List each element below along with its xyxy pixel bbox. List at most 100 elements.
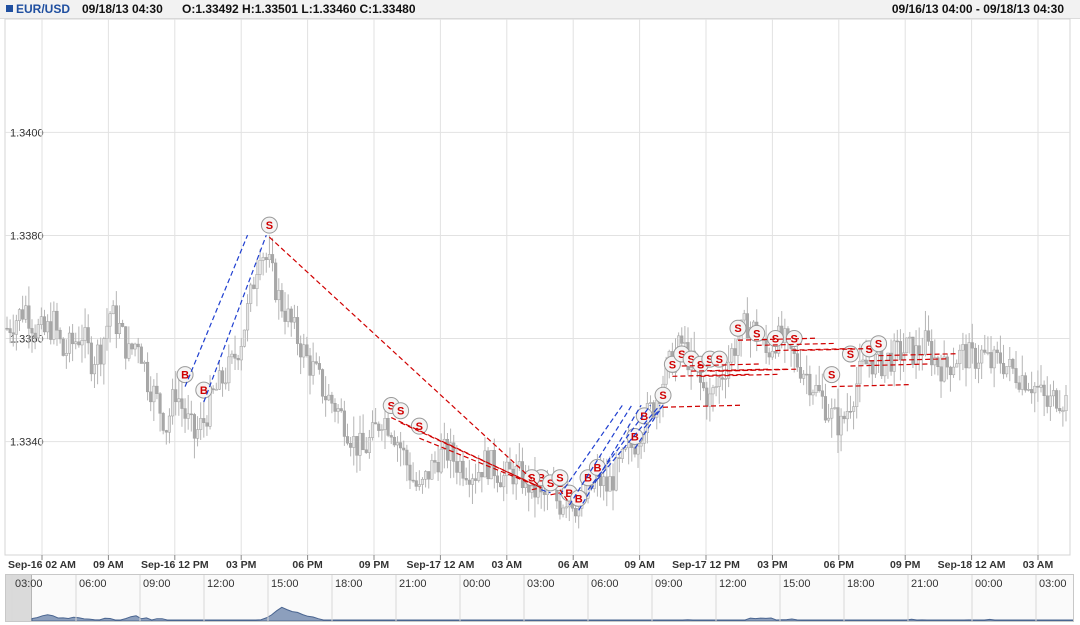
candle-body <box>427 471 431 480</box>
candle-body <box>39 316 43 325</box>
candle-body <box>414 480 418 487</box>
buy-marker-label: B <box>584 473 592 485</box>
candle-body <box>77 341 81 346</box>
candle-body <box>99 344 103 365</box>
candle-body <box>926 330 931 342</box>
candle-body <box>1061 410 1065 413</box>
candle-body <box>602 476 606 486</box>
candle-body <box>499 482 503 488</box>
candle-body <box>355 436 359 456</box>
candle-body <box>92 364 97 375</box>
sell-marker-label: S <box>388 401 395 413</box>
time-tick-label: 06 AM <box>558 559 589 571</box>
candle-body <box>130 343 134 350</box>
candle-body <box>905 337 909 354</box>
candle-body <box>442 438 446 450</box>
sell-trade-line <box>794 347 873 352</box>
candle-body <box>792 348 796 354</box>
navigator-tick-label: 03:00 <box>15 578 43 590</box>
candle-body <box>1058 408 1062 412</box>
buy-trade-line <box>587 404 652 491</box>
candle-body <box>177 398 181 403</box>
candle-body <box>861 359 865 362</box>
sell-marker-label: S <box>659 390 666 402</box>
candle-body <box>1064 395 1068 412</box>
candle-body <box>464 478 468 481</box>
candle-body <box>345 436 350 444</box>
sell-marker-label: S <box>772 334 779 346</box>
candle-body <box>833 407 837 409</box>
candle-body <box>486 450 490 480</box>
sell-trade-line <box>691 368 770 372</box>
sell-marker-label: S <box>678 349 685 361</box>
candle-body <box>127 343 131 359</box>
candle-body <box>889 352 893 372</box>
candle-body <box>964 344 968 369</box>
candle-body <box>227 356 231 384</box>
candle-body <box>1001 363 1006 375</box>
candle-body <box>1005 366 1009 375</box>
candle-body <box>736 339 740 356</box>
buy-marker-label: B <box>640 411 648 423</box>
candle-body <box>386 418 390 436</box>
candle-body <box>770 350 774 358</box>
candle-body <box>64 353 68 356</box>
candle-body <box>474 478 478 481</box>
candle-body <box>455 461 459 473</box>
candle-body <box>367 437 371 453</box>
candle-body <box>967 342 971 369</box>
candle-body <box>417 484 421 487</box>
candle-body <box>980 349 984 364</box>
candle-body <box>196 429 200 439</box>
candle-body <box>46 321 50 333</box>
sell-trade-line <box>709 368 788 372</box>
sell-marker-label: S <box>734 323 741 335</box>
navigator-panel[interactable] <box>5 574 1074 622</box>
candle-body <box>239 345 243 361</box>
header-datetime: 09/18/13 04:30 <box>82 2 163 16</box>
candle-body <box>636 445 640 455</box>
candle-body <box>930 341 934 366</box>
candle-body <box>352 436 356 448</box>
buy-marker-label: B <box>181 370 189 382</box>
navigator-tick-label: 18:00 <box>335 578 363 590</box>
candle-body <box>152 385 156 403</box>
candle-body <box>164 430 168 433</box>
candle-body <box>220 370 225 384</box>
candle-body <box>886 352 890 361</box>
candle-body <box>970 342 974 349</box>
time-tick-label: Sep-17 12 PM <box>672 559 740 571</box>
sell-marker-label: S <box>547 478 554 490</box>
candle-body <box>767 352 771 358</box>
candle-body <box>798 366 803 379</box>
candle-body <box>108 313 112 327</box>
time-tick-label: 09 PM <box>359 559 390 571</box>
candle-body <box>502 475 506 488</box>
candle-body <box>146 361 150 393</box>
navigator-tick-label: 15:00 <box>783 578 811 590</box>
sell-trade-line <box>400 422 542 489</box>
buy-marker-label: B <box>565 488 573 500</box>
candle-body <box>121 323 125 327</box>
time-tick-label: 06 PM <box>292 559 323 571</box>
candle-body <box>214 388 218 391</box>
candle-body <box>933 357 937 366</box>
candle-body <box>255 274 259 289</box>
chart-header: EUR/USD 09/18/13 04:30 O:1.33492 H:1.335… <box>0 0 1080 19</box>
candle-body <box>517 461 521 467</box>
candle-body <box>802 373 806 379</box>
candle-body <box>892 340 896 372</box>
candle-body <box>111 305 115 314</box>
sell-marker-label: S <box>753 328 760 340</box>
navigator-handle[interactable] <box>6 575 32 621</box>
candle-body <box>14 320 18 335</box>
candle-body <box>955 363 959 368</box>
candle-body <box>8 328 12 333</box>
candle-body <box>720 377 724 380</box>
sell-marker-label: S <box>866 344 873 356</box>
candle-body <box>467 479 471 485</box>
candle-body <box>105 325 109 339</box>
candle-body <box>339 408 343 412</box>
candle-body <box>430 460 434 480</box>
